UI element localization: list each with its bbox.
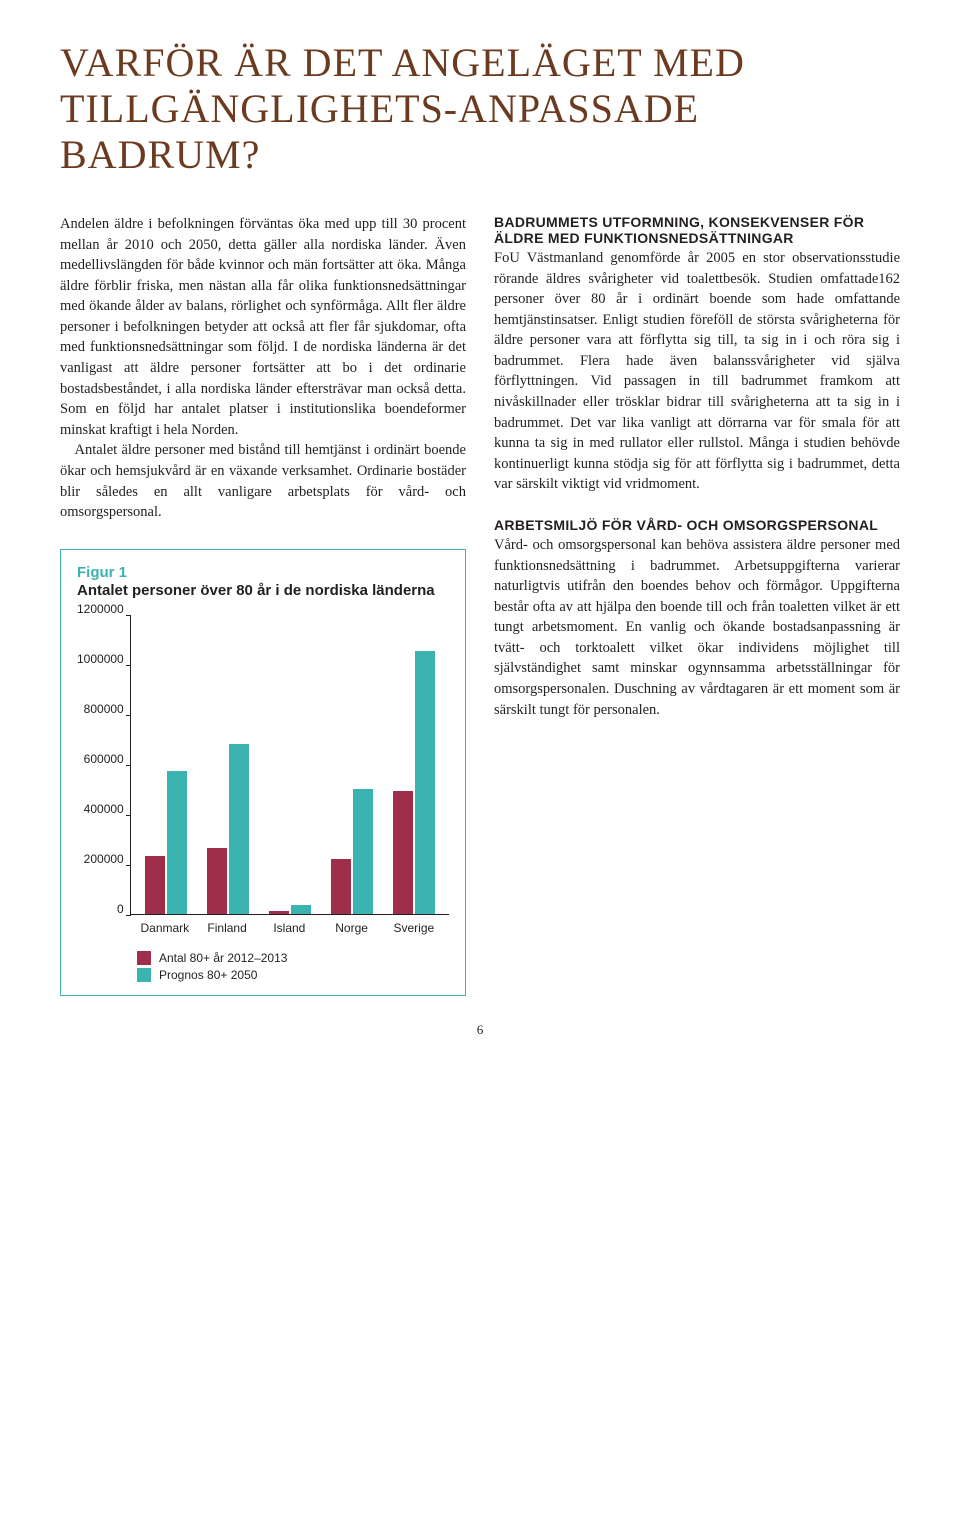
legend-item: Prognos 80+ 2050: [137, 968, 449, 982]
bar: [145, 856, 165, 914]
x-tick-label: Sverige: [389, 921, 439, 935]
chart-plot: [130, 615, 449, 915]
section-heading: BADRUMMETS UTFORMNING, KONSEKVENSER FÖR …: [494, 214, 900, 246]
bar-group: [141, 771, 191, 914]
intro-text: Andelen äldre i befolkningen förväntas ö…: [60, 214, 466, 523]
bar: [331, 859, 351, 914]
figure-1-chart: Figur 1 Antalet personer över 80 år i de…: [60, 549, 466, 996]
figure-number: Figur 1: [77, 564, 449, 581]
two-column-layout: Andelen äldre i befolkningen förväntas ö…: [60, 214, 900, 996]
legend-item: Antal 80+ år 2012–2013: [137, 951, 449, 965]
bar-group: [389, 651, 439, 914]
paragraph: Andelen äldre i befolkningen förväntas ö…: [60, 214, 466, 440]
left-column: Andelen äldre i befolkningen förväntas ö…: [60, 214, 466, 996]
section-text: Vård- och omsorgspersonal kan behöva ass…: [494, 535, 900, 720]
bar: [167, 771, 187, 914]
page-title: VARFÖR ÄR DET ANGELÄGET MED TILLGÄNGLIGH…: [60, 40, 900, 178]
legend-swatch: [137, 951, 151, 965]
figure-title: Antalet personer över 80 år i de nordisk…: [77, 581, 449, 601]
section-heading: ARBETSMILJÖ FÖR VÅRD- OCH OMSORGSPERSONA…: [494, 517, 900, 533]
bar: [415, 651, 435, 914]
right-column: BADRUMMETS UTFORMNING, KONSEKVENSER FÖR …: [494, 214, 900, 996]
bar-group: [203, 744, 253, 914]
legend-swatch: [137, 968, 151, 982]
bar-group: [327, 789, 377, 914]
bar: [207, 848, 227, 914]
y-axis: 120000010000008000006000004000002000000: [77, 615, 130, 915]
x-tick-label: Island: [264, 921, 314, 935]
bar: [393, 791, 413, 914]
x-tick-label: Norge: [327, 921, 377, 935]
legend-label: Prognos 80+ 2050: [159, 968, 257, 982]
paragraph: Vård- och omsorgspersonal kan behöva ass…: [494, 535, 900, 720]
bar: [353, 789, 373, 914]
chart-area: 120000010000008000006000004000002000000 …: [77, 615, 449, 935]
legend-label: Antal 80+ år 2012–2013: [159, 951, 287, 965]
chart-legend: Antal 80+ år 2012–2013 Prognos 80+ 2050: [137, 951, 449, 982]
x-tick-label: Danmark: [140, 921, 190, 935]
page-number: 6: [60, 1022, 900, 1038]
x-axis-labels: Danmark Finland Island Norge Sverige: [130, 921, 449, 935]
bar: [291, 905, 311, 914]
bar-group: [265, 905, 315, 914]
bar: [229, 744, 249, 914]
paragraph: Antalet äldre personer med bistånd till …: [60, 440, 466, 522]
section-text: FoU Västmanland genomförde år 2005 en st…: [494, 248, 900, 495]
bar: [269, 911, 289, 914]
paragraph: FoU Västmanland genomförde år 2005 en st…: [494, 248, 900, 495]
x-tick-label: Finland: [202, 921, 252, 935]
